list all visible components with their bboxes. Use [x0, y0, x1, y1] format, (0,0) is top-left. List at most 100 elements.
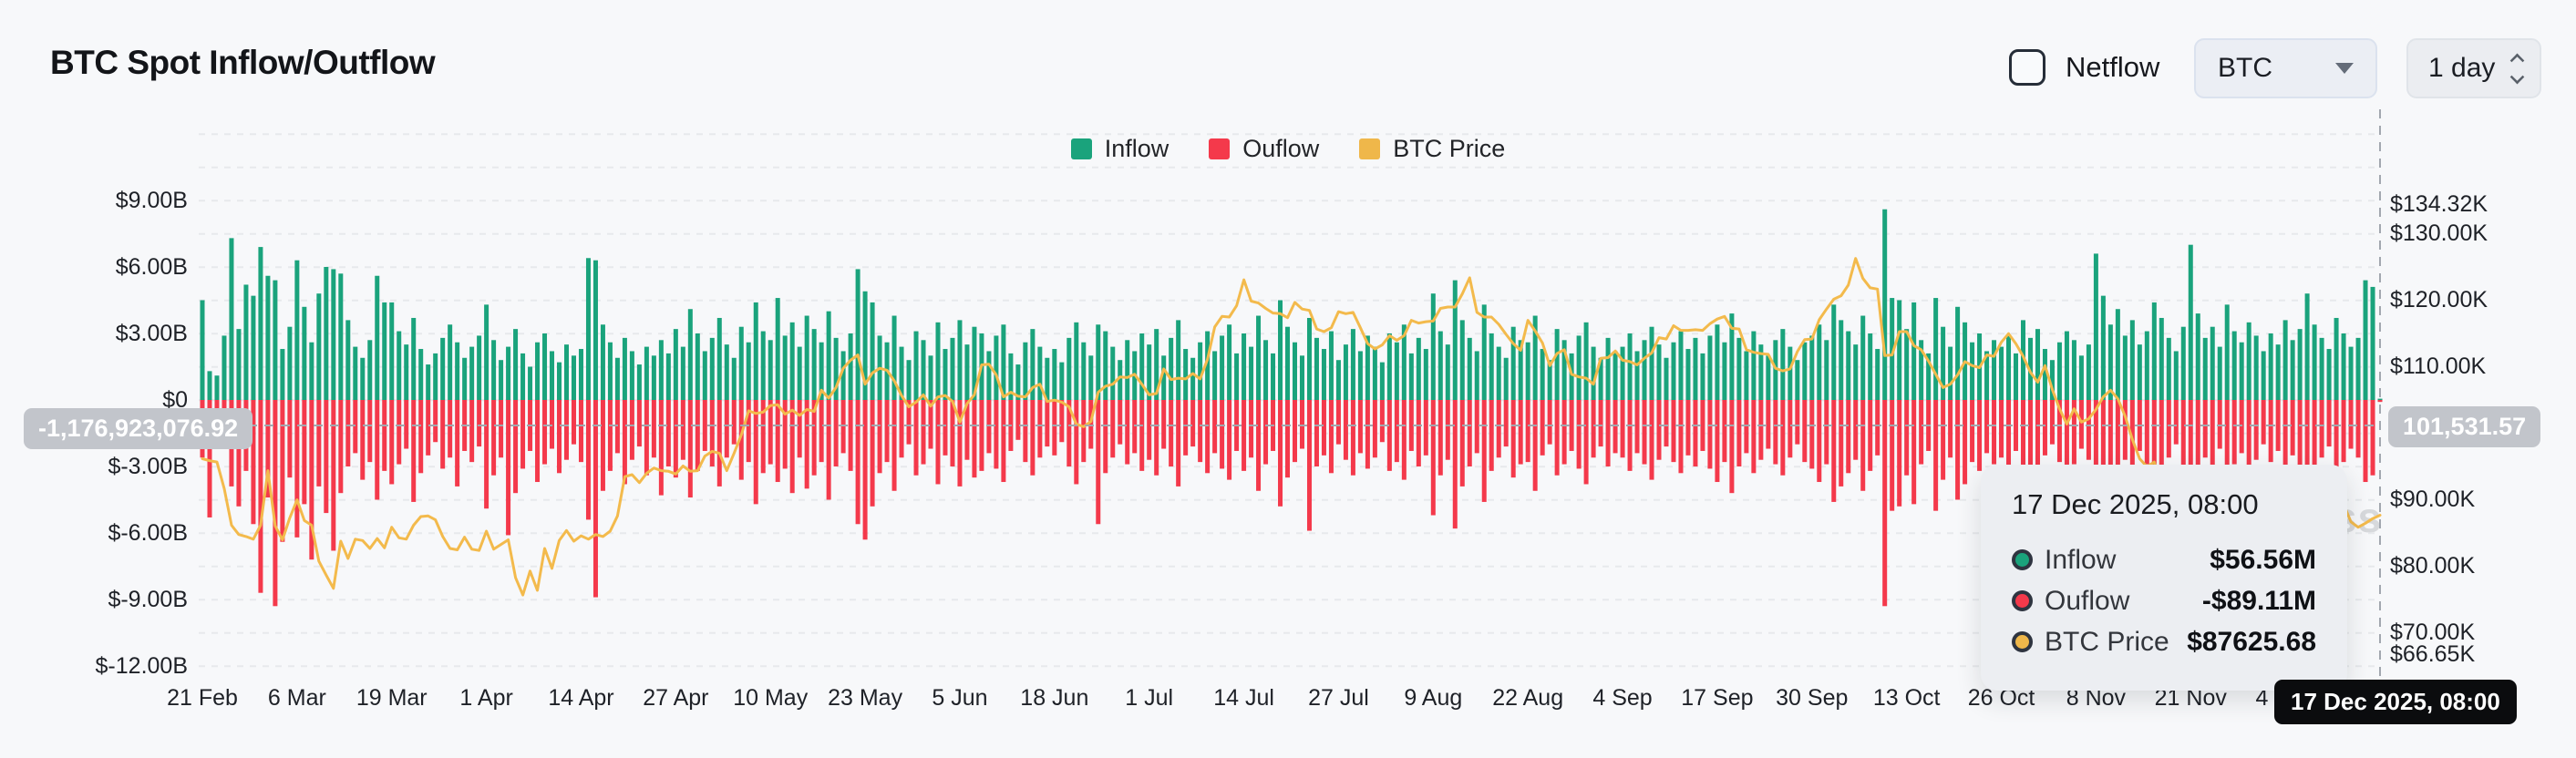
inflow-bar[interactable] — [1875, 349, 1880, 400]
outflow-bar[interactable] — [2159, 400, 2164, 476]
inflow-bar[interactable] — [258, 247, 263, 400]
inflow-bar[interactable] — [1285, 326, 1291, 400]
inflow-bar[interactable] — [1540, 349, 1545, 400]
inflow-bar[interactable] — [950, 337, 955, 400]
outflow-bar[interactable] — [731, 400, 737, 445]
outflow-bar[interactable] — [1817, 400, 1822, 483]
inflow-bar[interactable] — [840, 351, 846, 400]
outflow-bar[interactable] — [360, 400, 366, 480]
outflow-bar[interactable] — [753, 400, 758, 505]
outflow-bar[interactable] — [2049, 400, 2055, 445]
inflow-bar[interactable] — [1802, 342, 1808, 400]
outflow-bar[interactable] — [943, 400, 948, 456]
inflow-bar[interactable] — [1416, 337, 1421, 400]
outflow-bar[interactable] — [2035, 400, 2040, 476]
outflow-bar[interactable] — [1941, 400, 1946, 480]
legend-item[interactable]: Inflow — [1070, 135, 1169, 163]
inflow-bar[interactable] — [316, 293, 322, 400]
outflow-bar[interactable] — [592, 400, 598, 598]
outflow-bar[interactable] — [571, 400, 576, 445]
outflow-bar[interactable] — [855, 400, 860, 525]
inflow-bar[interactable] — [1642, 340, 1647, 400]
inflow-bar[interactable] — [1445, 344, 1450, 400]
outflow-bar[interactable] — [2144, 400, 2149, 465]
inflow-bar[interactable] — [440, 337, 446, 400]
outflow-bar[interactable] — [338, 400, 344, 494]
outflow-bar[interactable] — [2064, 400, 2069, 474]
inflow-bar[interactable] — [1467, 337, 1472, 400]
inflow-bar[interactable] — [2202, 337, 2208, 400]
inflow-bar[interactable] — [1015, 364, 1021, 400]
inflow-bar[interactable] — [1656, 344, 1662, 400]
outflow-bar[interactable] — [1293, 400, 1297, 463]
inflow-bar[interactable] — [1744, 351, 1749, 400]
outflow-bar[interactable] — [1933, 400, 1939, 511]
inflow-bar[interactable] — [309, 342, 314, 400]
inflow-bar[interactable] — [2348, 346, 2354, 400]
outflow-bar[interactable] — [1722, 400, 1727, 463]
outflow-bar[interactable] — [2268, 400, 2273, 463]
inflow-bar[interactable] — [1176, 320, 1181, 400]
outflow-bar[interactable] — [957, 400, 963, 487]
inflow-bar[interactable] — [994, 335, 999, 400]
inflow-bar[interactable] — [1525, 342, 1530, 400]
legend-item[interactable]: Ouflow — [1209, 135, 1319, 163]
inflow-bar[interactable] — [1897, 300, 1902, 400]
outflow-bar[interactable] — [280, 400, 285, 542]
inflow-bar[interactable] — [1220, 335, 1225, 400]
outflow-bar[interactable] — [2355, 400, 2361, 458]
inflow-bar[interactable] — [2137, 344, 2142, 400]
inflow-bar[interactable] — [1430, 293, 1436, 400]
outflow-bar[interactable] — [1824, 400, 1829, 465]
inflow-bar[interactable] — [935, 322, 941, 400]
inflow-bar[interactable] — [2122, 335, 2128, 400]
inflow-bar[interactable] — [1824, 340, 1829, 400]
inflow-bar[interactable] — [746, 342, 751, 400]
outflow-bar[interactable] — [564, 400, 569, 460]
inflow-bar[interactable] — [1751, 331, 1757, 400]
outflow-bar[interactable] — [614, 400, 620, 454]
inflow-bar[interactable] — [1379, 362, 1385, 400]
outflow-bar[interactable] — [1693, 400, 1698, 466]
inflow-bar[interactable] — [1161, 355, 1167, 400]
inflow-bar[interactable] — [1948, 346, 1953, 400]
inflow-bar[interactable] — [600, 324, 605, 400]
inflow-bar[interactable] — [2144, 331, 2149, 400]
inflow-bar[interactable] — [1357, 351, 1363, 400]
outflow-bar[interactable] — [1452, 400, 1458, 529]
inflow-bar[interactable] — [804, 315, 809, 400]
outflow-bar[interactable] — [2027, 400, 2033, 466]
outflow-bar[interactable] — [469, 400, 475, 463]
outflow-bar[interactable] — [1766, 400, 1771, 449]
outflow-bar[interactable] — [1249, 400, 1254, 458]
outflow-bar[interactable] — [1459, 400, 1465, 487]
outflow-bar[interactable] — [1132, 400, 1138, 454]
outflow-bar[interactable] — [1583, 400, 1589, 485]
outflow-bar[interactable] — [1481, 400, 1487, 502]
inflow-bar[interactable] — [775, 298, 780, 400]
outflow-bar[interactable] — [1642, 400, 1647, 465]
outflow-bar[interactable] — [1139, 400, 1145, 471]
inflow-bar[interactable] — [287, 326, 293, 400]
inflow-bar[interactable] — [592, 260, 598, 400]
outflow-bar[interactable] — [1919, 400, 1924, 465]
inflow-bar[interactable] — [1984, 351, 1990, 400]
outflow-bar[interactable] — [1948, 400, 1953, 458]
outflow-bar[interactable] — [695, 400, 700, 471]
inflow-bar[interactable] — [1335, 360, 1341, 400]
inflow-bar[interactable] — [913, 331, 919, 400]
outflow-bar[interactable] — [1445, 400, 1450, 460]
inflow-bar[interactable] — [2326, 349, 2332, 400]
outflow-bar[interactable] — [840, 400, 846, 454]
inflow-bar[interactable] — [1736, 337, 1742, 400]
inflow-bar[interactable] — [2035, 329, 2040, 400]
inflow-bar[interactable] — [1496, 346, 1501, 400]
outflow-bar[interactable] — [1860, 400, 1866, 491]
inflow-bar[interactable] — [1904, 329, 1910, 400]
inflow-bar[interactable] — [1293, 342, 1297, 400]
inflow-bar[interactable] — [550, 351, 555, 400]
inflow-bar[interactable] — [665, 353, 671, 400]
inflow-bar[interactable] — [1941, 326, 1946, 400]
outflow-bar[interactable] — [1802, 400, 1808, 463]
outflow-bar[interactable] — [418, 400, 424, 474]
